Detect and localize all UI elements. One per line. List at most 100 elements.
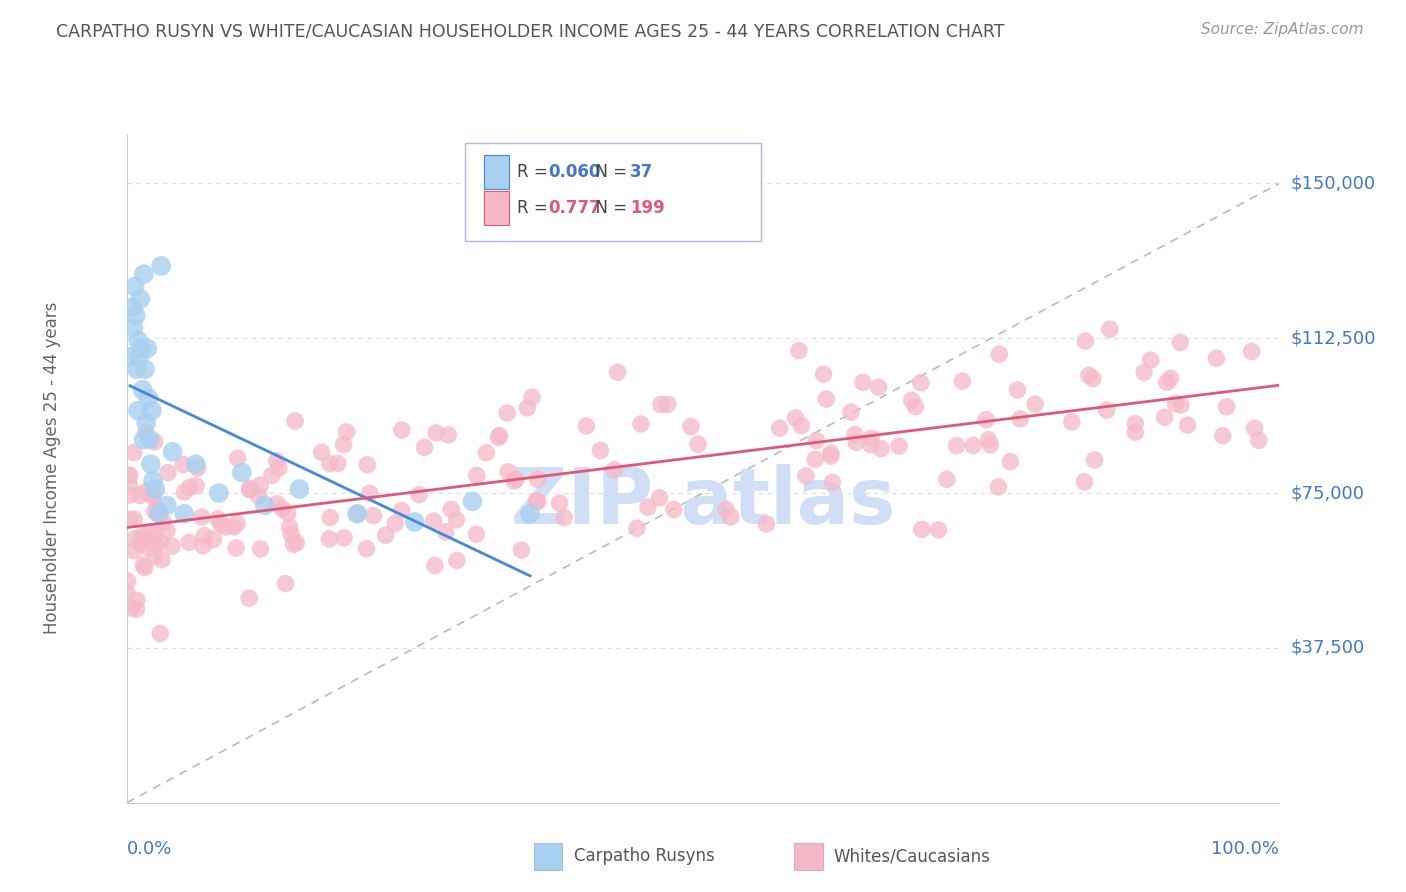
Text: 0.060: 0.060 [548,163,600,181]
Point [333,531,356,545]
Point [319,510,342,524]
Text: $75,000: $75,000 [1291,484,1365,502]
Point [249,478,271,492]
Point [755,516,778,531]
Point [720,509,742,524]
Point [260,468,283,483]
Point [686,437,709,451]
Point [118,488,141,502]
Point [1007,383,1029,397]
Point [132,267,155,281]
Point [794,469,817,483]
Point [446,553,468,567]
Point [648,491,671,505]
Point [413,440,436,454]
Point [363,508,385,523]
Point [950,374,973,388]
Text: 37: 37 [630,163,654,181]
Point [1247,434,1270,448]
Point [207,512,229,526]
Point [278,520,301,534]
Point [1160,371,1182,385]
Point [911,523,934,537]
Point [844,427,866,442]
Point [839,405,862,419]
Point [129,535,152,549]
Point [408,488,430,502]
Point [440,502,463,516]
Point [446,513,468,527]
Point [1077,368,1099,383]
Point [127,333,149,347]
Point [346,507,368,521]
Text: R =: R = [517,163,554,181]
Point [1205,351,1227,366]
Text: CARPATHO RUSYN VS WHITE/CAUCASIAN HOUSEHOLDER INCOME AGES 25 - 44 YEARS CORRELAT: CARPATHO RUSYN VS WHITE/CAUCASIAN HOUSEH… [56,22,1005,40]
Point [222,520,245,534]
Point [138,391,160,405]
Point [143,434,166,449]
Point [134,362,156,376]
Point [319,457,342,471]
Point [141,487,163,501]
Point [173,507,195,521]
Point [503,474,526,488]
Point [139,524,162,539]
Point [496,406,519,420]
Point [806,434,828,448]
Point [868,380,890,394]
Point [117,574,139,588]
Point [115,586,138,600]
Point [122,543,145,558]
Point [179,535,201,549]
Point [149,626,172,640]
Point [135,425,157,440]
Point [1243,421,1265,435]
Text: Source: ZipAtlas.com: Source: ZipAtlas.com [1201,22,1364,37]
Text: $112,500: $112,500 [1291,329,1376,347]
Point [125,362,148,376]
Point [526,472,548,486]
Point [277,506,299,520]
Point [606,365,628,379]
Point [679,419,702,434]
Point [152,515,174,529]
Point [974,413,997,427]
Point [374,528,396,542]
Point [193,528,215,542]
Point [962,438,984,452]
Point [148,507,170,521]
Point [820,449,842,463]
Point [247,489,270,503]
Point [979,438,1001,452]
Point [1240,344,1263,359]
Point [804,452,827,467]
Point [927,523,949,537]
Point [172,458,194,472]
Point [1164,396,1187,410]
Point [173,485,195,500]
Point [145,482,166,496]
Point [505,472,527,486]
Point [141,403,163,417]
Point [150,552,173,566]
Point [1098,322,1121,336]
Point [1168,335,1191,350]
Point [1123,425,1146,439]
Point [239,481,262,495]
Point [121,300,143,314]
Point [1083,453,1105,467]
Point [1000,455,1022,469]
Point [1123,417,1146,431]
Point [138,541,160,556]
Point [190,510,212,524]
Point [423,558,446,573]
Point [845,435,868,450]
Point [266,497,288,511]
Point [124,532,146,546]
Point [125,602,148,616]
Point [870,442,893,456]
Point [143,536,166,550]
Point [162,444,184,458]
Point [274,576,297,591]
